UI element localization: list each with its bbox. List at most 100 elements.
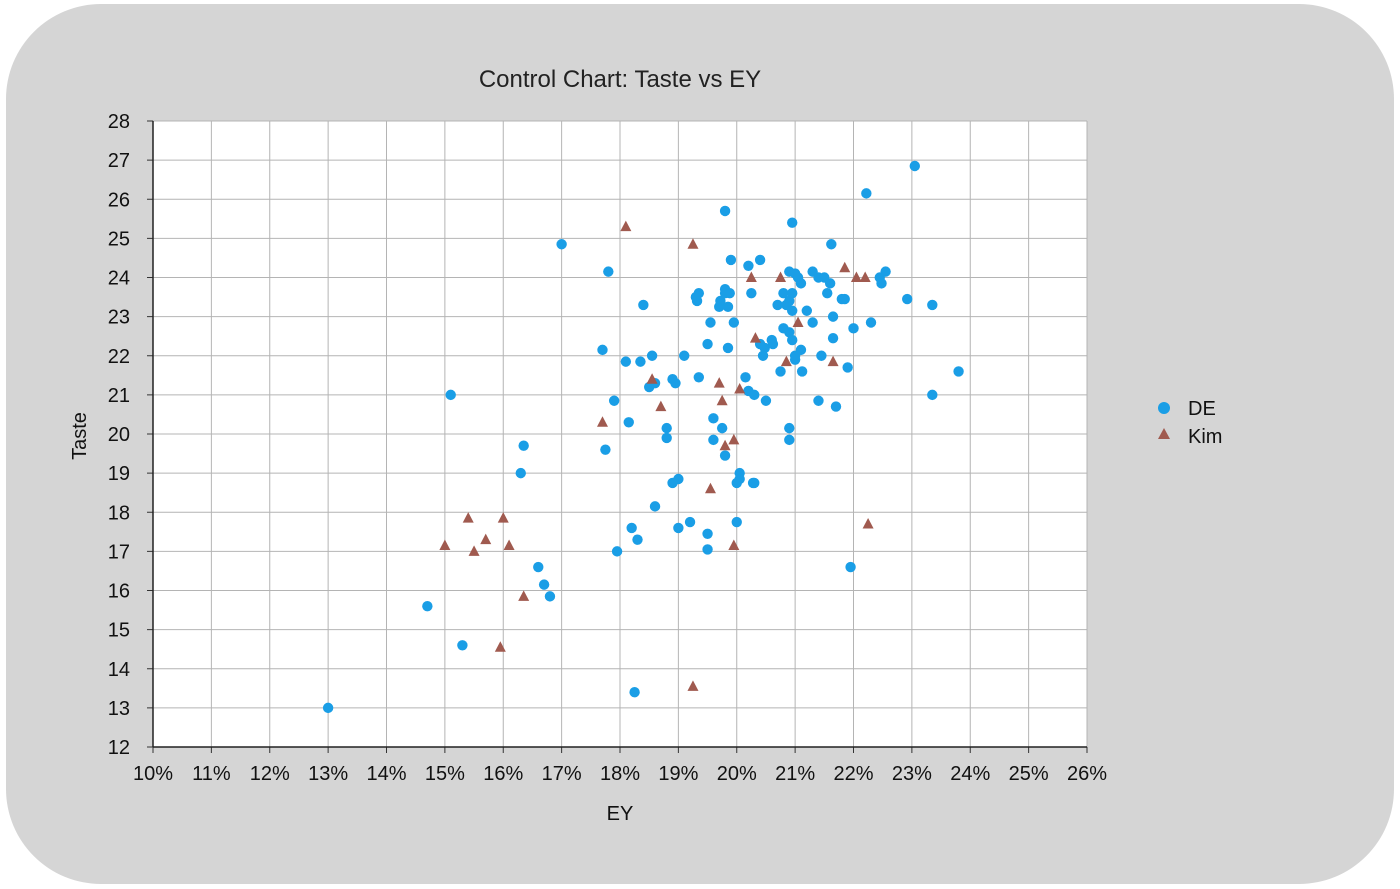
- legend-de-label: DE: [1188, 398, 1216, 420]
- de-point: [876, 278, 887, 289]
- kim-point: [780, 355, 792, 367]
- de-point: [760, 395, 772, 406]
- de-point: [845, 561, 856, 573]
- de-point: [705, 317, 716, 328]
- de-point: [784, 422, 795, 434]
- de-point: [842, 362, 853, 373]
- kim-point: [687, 680, 699, 691]
- de-point: [759, 342, 770, 354]
- de-point: [708, 413, 719, 424]
- de-point: [649, 501, 661, 512]
- de-point: [556, 239, 567, 250]
- de-point: [784, 434, 795, 446]
- x-tick-label: 26%: [1067, 763, 1107, 785]
- de-point: [708, 434, 719, 446]
- x-tick-label: 24%: [950, 763, 990, 785]
- kim-point: [792, 316, 804, 327]
- de-point: [795, 278, 807, 289]
- grid: [153, 120, 1088, 747]
- de-point: [716, 422, 728, 434]
- de-point: [743, 260, 754, 271]
- de-point: [740, 372, 751, 383]
- axes: [147, 120, 1088, 753]
- de-point: [693, 287, 705, 299]
- x-tick-label: 20%: [717, 763, 757, 785]
- de-point: [772, 299, 783, 311]
- legend-kim-label: Kim: [1188, 426, 1222, 448]
- de-point: [827, 311, 839, 322]
- kim-point: [596, 416, 608, 427]
- kim-point: [480, 533, 492, 545]
- x-tick-label: 22%: [833, 763, 873, 785]
- kim-point: [749, 332, 761, 343]
- y-tick-label: 19: [108, 463, 130, 485]
- kim-point: [839, 261, 851, 273]
- de-point: [902, 293, 913, 305]
- de-point: [679, 350, 690, 361]
- x-tick-label: 18%: [600, 763, 640, 785]
- de-point: [445, 389, 456, 401]
- x-tick-label: 21%: [775, 763, 815, 785]
- y-axis-title: Taste: [69, 412, 91, 460]
- de-point: [839, 293, 850, 305]
- de-point: [629, 687, 640, 698]
- kim-point: [646, 373, 658, 384]
- de-point: [787, 305, 798, 316]
- kim-point: [827, 355, 839, 367]
- legend-kim-marker: [1158, 428, 1170, 439]
- de-point: [728, 317, 740, 328]
- y-tick-label: 22: [108, 346, 130, 368]
- de-point: [661, 422, 672, 434]
- de-point: [746, 287, 757, 299]
- de-point: [861, 188, 872, 199]
- de-point: [457, 640, 468, 651]
- de-point: [518, 440, 529, 451]
- de-point: [632, 534, 643, 545]
- y-tick-label: 14: [108, 659, 130, 681]
- de-point: [719, 450, 731, 461]
- y-tick-label: 18: [108, 502, 130, 524]
- de-point: [927, 299, 938, 311]
- kim-point: [503, 539, 515, 551]
- y-tick-label: 15: [108, 620, 130, 642]
- de-point: [953, 366, 964, 377]
- de-point: [816, 350, 827, 361]
- y-tick-label: 28: [108, 111, 130, 133]
- kim-point: [494, 641, 506, 652]
- x-tick-label: 23%: [892, 763, 932, 785]
- de-point: [848, 323, 859, 334]
- de-point: [734, 467, 745, 479]
- kim-point: [775, 271, 787, 282]
- kim-point: [497, 512, 509, 523]
- de-point: [722, 342, 734, 354]
- kim-point: [859, 271, 871, 282]
- x-tick-label: 13%: [308, 763, 348, 785]
- de-point: [544, 591, 556, 602]
- y-tick-label: 23: [108, 307, 130, 329]
- kim-point: [439, 539, 451, 551]
- legend: DE Kim: [1158, 398, 1222, 448]
- kim-point: [850, 271, 862, 282]
- kim-point: [734, 383, 746, 394]
- kim-point: [862, 517, 874, 529]
- de-point: [673, 522, 684, 534]
- de-point: [684, 516, 696, 528]
- de-point: [715, 295, 726, 307]
- de-point: [787, 287, 798, 299]
- de-point: [600, 444, 611, 455]
- de-point: [608, 395, 620, 406]
- kim-point: [728, 433, 740, 445]
- de-point: [533, 561, 544, 573]
- de-point: [822, 287, 833, 299]
- de-point: [824, 278, 836, 289]
- x-tick-labels: 10% 11% 12% 13% 14% 15% 16% 17% 18% 19% 20% 21% 22% 2…: [133, 763, 1107, 785]
- y-tick-label: 27: [108, 150, 130, 172]
- de-point: [795, 344, 807, 356]
- y-tick-label: 12: [108, 737, 130, 759]
- de-point: [749, 477, 760, 489]
- x-tick-label: 10%: [133, 763, 173, 785]
- kim-point: [655, 400, 667, 412]
- y-tick-label: 17: [108, 541, 130, 563]
- kim-point: [518, 590, 530, 601]
- de-point: [626, 522, 637, 534]
